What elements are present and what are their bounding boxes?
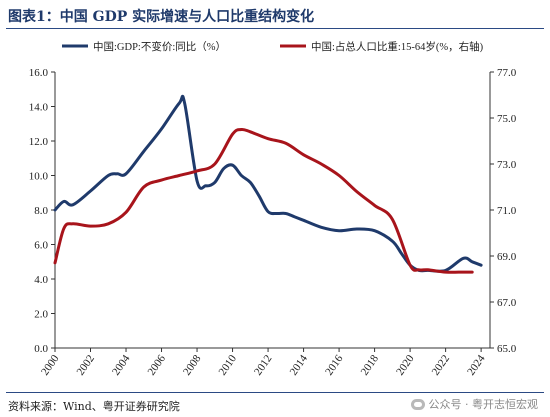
gdp-growth-line <box>53 94 483 273</box>
x-tick-label: 2004 <box>110 352 133 377</box>
right-tick-label: 69.0 <box>497 251 517 263</box>
figure-title: 图表1：中国 GDP 实际增速与人口比重结构变化 <box>8 9 315 25</box>
right-tick-label: 71.0 <box>497 205 517 217</box>
x-tick-label: 2020 <box>394 352 417 377</box>
left-tick-label: 16.0 <box>29 67 49 79</box>
x-tick-label: 2024 <box>465 352 488 377</box>
x-tick-label: 2008 <box>181 352 204 377</box>
right-tick-label: 77.0 <box>497 67 517 79</box>
right-tick-label: 73.0 <box>497 159 517 171</box>
left-tick-label: 6.0 <box>34 240 48 252</box>
left-tick-label: 8.0 <box>34 205 48 217</box>
chart-series <box>53 94 483 274</box>
legend-label: 中国:占总人口比重:15-64岁(%，右轴) <box>311 40 484 53</box>
working-age-share-line <box>53 127 474 274</box>
wechat-icon <box>410 398 425 410</box>
x-tick-label: 2022 <box>430 353 452 378</box>
x-tick-label: 2000 <box>39 352 62 377</box>
x-tick-label: 2002 <box>75 353 97 378</box>
left-tick-label: 12.0 <box>29 136 49 148</box>
source-note: 资料来源：Wind、粤开证券研究院 <box>8 400 180 413</box>
left-tick-label: 14.0 <box>29 102 49 114</box>
x-tick-label: 2016 <box>323 352 346 377</box>
right-tick-label: 67.0 <box>497 297 517 309</box>
right-tick-label: 75.0 <box>497 113 517 125</box>
left-tick-label: 2.0 <box>34 309 48 321</box>
title-divider <box>6 28 544 29</box>
chart-legend: 中国:GDP:不变价:同比（%） 中国:占总人口比重:15-64岁(%，右轴) <box>62 40 484 53</box>
left-tick-label: 0.0 <box>34 343 48 355</box>
x-tick-label: 2012 <box>252 353 274 378</box>
left-tick-label: 10.0 <box>29 171 49 183</box>
legend-label: 中国:GDP:不变价:同比（%） <box>93 40 226 53</box>
x-tick-label: 2010 <box>217 352 240 377</box>
watermark-label: 公众号 · 粤开志恒宏观 <box>428 398 539 411</box>
x-tick-label: 2018 <box>359 352 382 377</box>
x-tick-label: 2014 <box>288 352 311 377</box>
watermark: 公众号 · 粤开志恒宏观 <box>410 396 539 412</box>
left-tick-label: 4.0 <box>34 274 48 286</box>
source-divider <box>6 392 544 393</box>
chart-axes: 0.0 2.0 4.0 6.0 8.0 10.0 12.0 14.0 16.0 65.0 67.0 6… <box>29 67 517 378</box>
x-tick-label: 2006 <box>146 352 169 377</box>
right-tick-label: 65.0 <box>497 343 517 355</box>
line-chart: 中国:GDP:不变价:同比（%） 中国:占总人口比重:15-64岁(%，右轴) 0… <box>29 40 517 378</box>
